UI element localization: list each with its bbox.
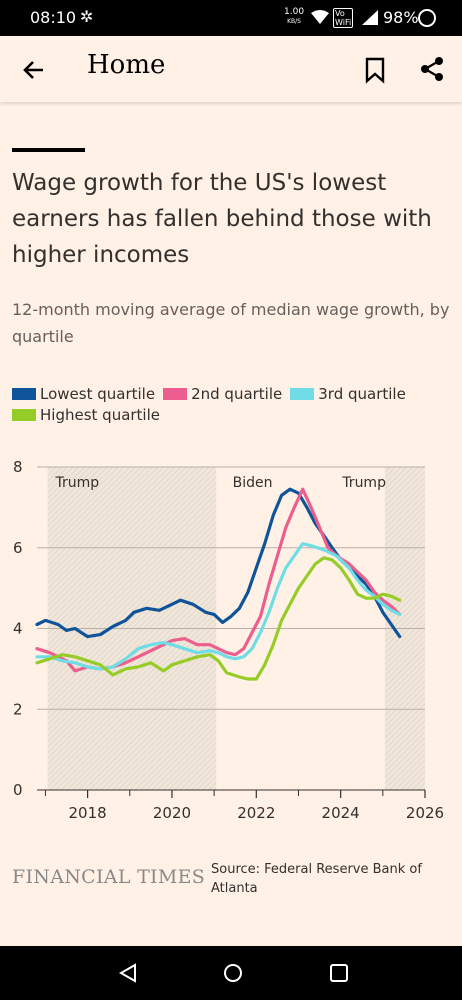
x-tick-label-2: 2022: [237, 804, 275, 822]
legend-item-lowest: Lowest quartile: [12, 385, 155, 403]
y-tick-label-2: 4: [13, 620, 23, 638]
signal-icon: [362, 10, 378, 25]
y-tick-label-1: 2: [13, 700, 23, 718]
status-time: 08:10: [30, 8, 77, 27]
x-tick-label-4: 2026: [406, 804, 444, 822]
back-triangle-icon[interactable]: [117, 962, 139, 984]
legend-label-highest: Highest quartile: [40, 405, 160, 424]
legend-label-second: 2nd quartile: [191, 384, 283, 403]
network-speed-unit: KB/S: [287, 18, 301, 25]
legend-label-lowest: Lowest quartile: [40, 384, 156, 403]
network-speed: 1.00 KB/S: [284, 8, 304, 26]
y-tick-label-4: 8: [13, 458, 23, 476]
battery-icon: [418, 9, 436, 27]
period-label-1: Biden: [233, 475, 273, 491]
home-circle-icon[interactable]: [222, 962, 244, 984]
volte-top: Vo: [335, 9, 345, 18]
wifi-icon: [311, 10, 329, 24]
headline-rule: [12, 148, 85, 152]
battery-level: 98%: [383, 8, 419, 27]
legend-item-second: 2nd quartile: [163, 385, 282, 403]
x-tick-label-1: 2020: [153, 804, 191, 822]
page-title: Home: [87, 50, 166, 80]
notification-icon: ✲: [80, 7, 94, 26]
series-line-3: [35, 556, 402, 681]
bookmark-icon[interactable]: [362, 56, 388, 84]
x-tick-label-3: 2024: [322, 804, 360, 822]
legend-item-highest: Highest quartile: [12, 406, 160, 424]
wage-growth-chart: 0 2 4 6 8 2018 2020 2022 2024 2026 Trump Biden Tru…: [13, 458, 444, 822]
system-nav-bar: [0, 946, 462, 1000]
app-bar: Home: [0, 36, 462, 102]
back-arrow-icon[interactable]: [20, 56, 48, 84]
y-tick-label-3: 6: [13, 539, 23, 557]
legend-label-third: 3rd quartile: [318, 384, 406, 403]
x-tick-label-0: 2018: [69, 804, 107, 822]
legend-swatch-lowest: [12, 387, 36, 400]
chart-legend: Lowest quartile 2nd quartile 3rd quartil…: [12, 383, 452, 425]
chart-headline: Wage growth for the US's lowest earners …: [12, 170, 432, 268]
legend-item-third: 3rd quartile: [290, 385, 406, 403]
legend-swatch-second: [163, 387, 188, 400]
legend-swatch-third: [290, 387, 315, 400]
y-tick-label-0: 0: [13, 781, 23, 799]
status-bar: 08:10 ✲ 1.00 KB/S Vo WiFi 98%: [0, 0, 462, 36]
chart-subtitle: 12-month moving average of median wage g…: [12, 300, 450, 346]
volte-icon: Vo WiFi: [333, 8, 354, 28]
period-label-0: Trump: [55, 475, 100, 491]
ft-logo: FINANCIAL TIMES: [12, 866, 206, 888]
period-label-2: Trump: [341, 475, 386, 491]
share-icon[interactable]: [418, 55, 446, 83]
legend-swatch-highest: [12, 408, 36, 421]
series-line-2: [35, 542, 402, 671]
chart-source: Source: Federal Reserve Bank of Atlanta: [211, 862, 422, 896]
recents-square-icon[interactable]: [328, 962, 350, 984]
volte-bottom: WiFi: [335, 18, 352, 27]
network-speed-value: 1.00: [284, 7, 305, 17]
